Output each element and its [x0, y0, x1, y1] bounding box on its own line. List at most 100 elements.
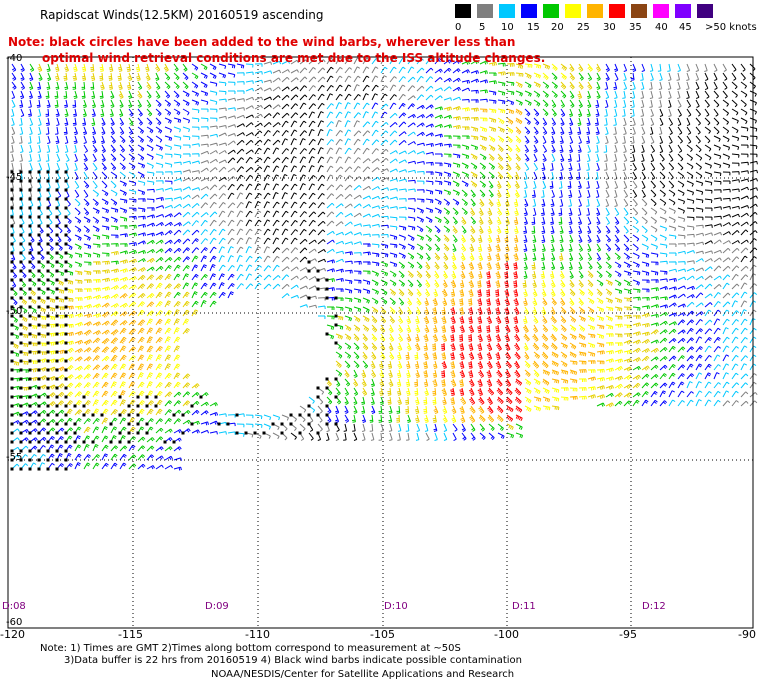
- wind-barb: [479, 126, 488, 133]
- wind-barb: [397, 432, 401, 441]
- wind-barb: [146, 162, 154, 169]
- wind-barb: [173, 283, 182, 290]
- wind-barb: [659, 270, 668, 275]
- wind-barb: [64, 144, 69, 153]
- wind-barb: [641, 323, 650, 328]
- legend-label-35: 35: [629, 22, 642, 33]
- quality-circle: [10, 341, 14, 345]
- quality-circle: [46, 413, 50, 417]
- wind-barb: [281, 220, 289, 227]
- quality-circle: [64, 305, 68, 309]
- wind-barb: [83, 339, 92, 346]
- quality-circle: [28, 431, 32, 435]
- wind-barb: [497, 126, 505, 133]
- wind-barb: [650, 225, 658, 233]
- wind-barb: [740, 255, 748, 263]
- wind-barb: [110, 216, 118, 223]
- wind-barb: [668, 286, 677, 291]
- wind-barb: [640, 117, 645, 126]
- wind-barb: [407, 243, 415, 251]
- wind-barb: [461, 207, 468, 216]
- wind-barb: [119, 462, 127, 470]
- wind-barb: [137, 117, 143, 126]
- wind-barb: [488, 153, 495, 162]
- wind-barb: [551, 297, 557, 306]
- wind-barb: [317, 239, 326, 245]
- quality-circle: [37, 431, 41, 435]
- wind-barb: [659, 198, 667, 206]
- quality-circle: [28, 242, 32, 246]
- wind-barb: [578, 63, 584, 72]
- wind-barb: [127, 72, 133, 82]
- wind-barb: [137, 108, 143, 117]
- wind-barb: [137, 354, 145, 362]
- wind-barb: [290, 138, 297, 146]
- wind-barb: [281, 86, 290, 92]
- wind-barb: [605, 288, 613, 296]
- wind-barb: [659, 225, 668, 232]
- wind-barb: [713, 117, 720, 126]
- wind-barb: [713, 189, 722, 193]
- wind-barb: [263, 265, 272, 272]
- wind-barb: [254, 71, 263, 75]
- wind-barb: [423, 315, 430, 325]
- wind-barb: [623, 207, 629, 216]
- wind-barb: [550, 306, 556, 315]
- wind-barb: [344, 351, 352, 359]
- wind-barb: [73, 90, 78, 99]
- wind-barb: [641, 207, 648, 216]
- wind-barb: [452, 106, 461, 111]
- legend-swatch: [609, 4, 625, 18]
- wind-barb: [614, 342, 623, 346]
- wind-barb: [504, 243, 510, 252]
- wind-barb: [47, 366, 57, 372]
- wind-barb: [101, 162, 107, 171]
- wind-barb: [532, 198, 537, 207]
- wind-barb: [452, 189, 460, 196]
- wind-barb: [560, 108, 566, 117]
- wind-barb: [650, 364, 659, 371]
- wind-barb: [704, 171, 713, 178]
- wind-barb: [326, 211, 335, 218]
- wind-barb: [173, 301, 181, 308]
- wind-barb: [191, 72, 199, 80]
- wind-barb: [361, 369, 367, 379]
- legend-label-50-knots: >50 knots: [705, 22, 757, 33]
- wind-barb: [37, 153, 41, 162]
- wind-barb: [182, 186, 191, 191]
- wind-barb: [245, 237, 252, 245]
- quality-circle: [28, 287, 32, 291]
- wind-barb: [515, 378, 523, 386]
- wind-barb: [451, 414, 457, 423]
- wind-barb: [632, 81, 636, 90]
- quality-circle: [298, 413, 302, 417]
- wind-barb: [452, 225, 458, 234]
- wind-barb: [668, 372, 676, 380]
- wind-barb: [406, 306, 412, 315]
- wind-barb: [209, 273, 217, 281]
- wind-barb: [506, 432, 515, 439]
- wind-barb: [514, 180, 520, 189]
- wind-barb: [173, 457, 182, 461]
- wind-barb: [146, 248, 155, 254]
- wind-barb: [533, 396, 542, 402]
- wind-barb: [191, 229, 200, 236]
- wind-barb: [722, 381, 730, 389]
- wind-barb: [118, 90, 124, 99]
- wind-barb: [623, 216, 630, 225]
- wind-barb: [416, 252, 424, 260]
- wind-barb: [524, 378, 532, 386]
- wind-barb: [596, 333, 605, 339]
- wind-barb: [623, 180, 628, 190]
- wind-barb: [452, 162, 461, 168]
- wind-barb: [236, 90, 245, 94]
- wind-barb: [695, 399, 702, 407]
- wind-barb: [416, 58, 424, 65]
- wind-barb: [415, 324, 421, 333]
- wind-barb: [740, 345, 748, 353]
- wind-barb: [317, 111, 324, 119]
- wind-barb: [389, 122, 398, 128]
- wind-barb: [434, 243, 441, 252]
- wind-barb: [236, 81, 245, 85]
- wind-barb: [173, 144, 182, 150]
